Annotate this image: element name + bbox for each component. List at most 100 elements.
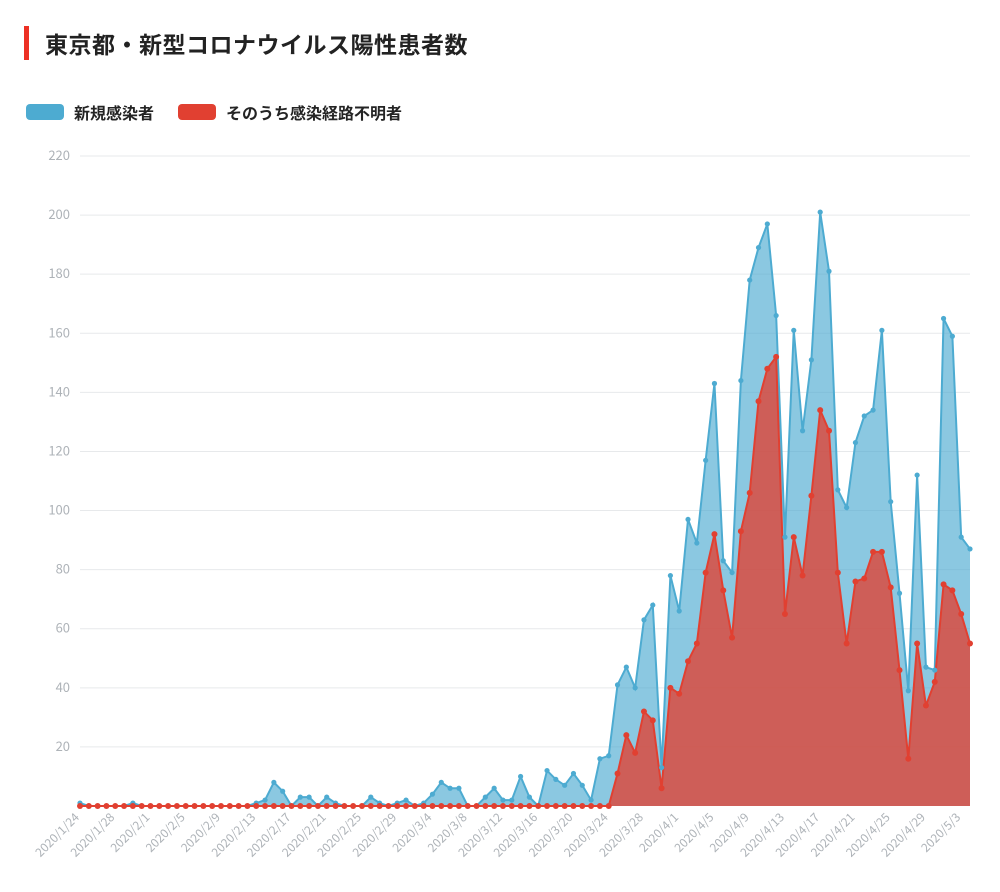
series-b-point[interactable] <box>941 581 947 587</box>
series-b-point[interactable] <box>333 803 339 809</box>
series-b-point[interactable] <box>165 803 171 809</box>
series-b-point[interactable] <box>156 803 162 809</box>
series-b-point[interactable] <box>844 641 850 647</box>
series-a-point[interactable] <box>800 428 805 433</box>
series-b-point[interactable] <box>747 490 753 496</box>
series-b-point[interactable] <box>535 803 541 809</box>
series-b-point[interactable] <box>958 611 964 617</box>
series-a-point[interactable] <box>483 795 488 800</box>
series-b-point[interactable] <box>429 803 435 809</box>
series-b-point[interactable] <box>676 691 682 697</box>
series-a-point[interactable] <box>950 334 955 339</box>
series-b-point[interactable] <box>888 584 894 590</box>
series-b-point[interactable] <box>209 803 215 809</box>
series-b-point[interactable] <box>244 803 250 809</box>
series-a-point[interactable] <box>492 786 497 791</box>
series-a-point[interactable] <box>659 765 664 770</box>
series-a-point[interactable] <box>544 768 549 773</box>
series-b-point[interactable] <box>280 803 286 809</box>
series-a-point[interactable] <box>456 786 461 791</box>
series-b-point[interactable] <box>403 803 409 809</box>
series-b-point[interactable] <box>553 803 559 809</box>
series-b-point[interactable] <box>597 803 603 809</box>
series-a-point[interactable] <box>562 783 567 788</box>
series-b-point[interactable] <box>588 803 594 809</box>
series-a-point[interactable] <box>835 487 840 492</box>
series-b-point[interactable] <box>192 803 198 809</box>
series-a-point[interactable] <box>756 245 761 250</box>
series-a-point[interactable] <box>721 558 726 563</box>
series-a-point[interactable] <box>298 795 303 800</box>
series-a-point[interactable] <box>527 795 532 800</box>
series-a-point[interactable] <box>307 795 312 800</box>
series-b-point[interactable] <box>474 803 480 809</box>
series-a-point[interactable] <box>967 546 972 551</box>
series-a-point[interactable] <box>677 608 682 613</box>
series-b-point[interactable] <box>262 803 268 809</box>
series-b-point[interactable] <box>729 635 735 641</box>
series-b-point[interactable] <box>421 803 427 809</box>
series-b-point[interactable] <box>103 803 109 809</box>
series-b-point[interactable] <box>773 354 779 360</box>
series-b-point[interactable] <box>905 756 911 762</box>
series-a-point[interactable] <box>712 381 717 386</box>
series-b-point[interactable] <box>914 641 920 647</box>
series-a-point[interactable] <box>747 277 752 282</box>
series-b-point[interactable] <box>923 703 929 709</box>
series-a-point[interactable] <box>932 667 937 672</box>
series-b-point[interactable] <box>650 717 656 723</box>
series-b-point[interactable] <box>694 641 700 647</box>
series-a-point[interactable] <box>853 440 858 445</box>
series-b-point[interactable] <box>897 667 903 673</box>
series-b-point[interactable] <box>447 803 453 809</box>
series-b-point[interactable] <box>500 803 506 809</box>
series-a-point[interactable] <box>509 797 514 802</box>
series-b-point[interactable] <box>77 803 83 809</box>
series-b-point[interactable] <box>368 803 374 809</box>
series-b-point[interactable] <box>967 641 973 647</box>
series-b-point[interactable] <box>271 803 277 809</box>
series-b-point[interactable] <box>932 679 938 685</box>
series-b-point[interactable] <box>227 803 233 809</box>
series-a-point[interactable] <box>430 792 435 797</box>
series-a-point[interactable] <box>879 328 884 333</box>
series-a-point[interactable] <box>324 795 329 800</box>
series-b-point[interactable] <box>756 398 762 404</box>
series-b-point[interactable] <box>623 732 629 738</box>
series-b-point[interactable] <box>394 803 400 809</box>
series-b-point[interactable] <box>570 803 576 809</box>
series-a-point[interactable] <box>923 665 928 670</box>
series-b-point[interactable] <box>817 407 823 413</box>
series-b-point[interactable] <box>438 803 444 809</box>
series-a-point[interactable] <box>606 753 611 758</box>
series-a-point[interactable] <box>518 774 523 779</box>
series-b-point[interactable] <box>359 803 365 809</box>
series-b-point[interactable] <box>315 803 321 809</box>
series-b-point[interactable] <box>791 534 797 540</box>
series-b-point[interactable] <box>800 573 806 579</box>
series-b-point[interactable] <box>253 803 259 809</box>
series-a-point[interactable] <box>624 665 629 670</box>
series-a-point[interactable] <box>650 602 655 607</box>
series-b-point[interactable] <box>288 803 294 809</box>
series-a-point[interactable] <box>694 540 699 545</box>
series-b-point[interactable] <box>95 803 101 809</box>
series-b-point[interactable] <box>465 803 471 809</box>
series-b-point[interactable] <box>720 587 726 593</box>
series-a-point[interactable] <box>915 472 920 477</box>
series-a-point[interactable] <box>597 756 602 761</box>
series-a-point[interactable] <box>826 269 831 274</box>
series-a-point[interactable] <box>888 499 893 504</box>
series-b-point[interactable] <box>130 803 136 809</box>
series-b-point[interactable] <box>606 803 612 809</box>
series-a-point[interactable] <box>571 771 576 776</box>
series-a-point[interactable] <box>897 591 902 596</box>
series-a-point[interactable] <box>447 786 452 791</box>
series-b-point[interactable] <box>808 493 814 499</box>
series-b-point[interactable] <box>341 803 347 809</box>
series-a-point[interactable] <box>765 221 770 226</box>
series-a-point[interactable] <box>862 413 867 418</box>
series-b-point[interactable] <box>350 803 356 809</box>
series-b-point[interactable] <box>139 803 145 809</box>
series-a-point[interactable] <box>844 505 849 510</box>
